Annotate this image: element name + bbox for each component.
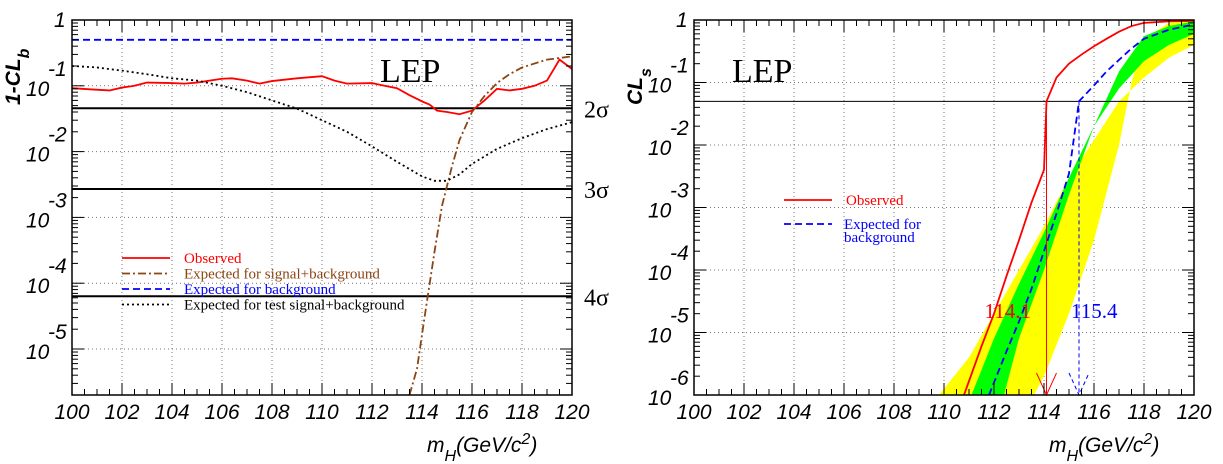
x-tick-label: 104	[154, 401, 189, 424]
y-tick-exponent: -5	[670, 305, 689, 328]
y-tick-label: 10	[26, 209, 50, 232]
y-tick-exponent: -3	[48, 189, 67, 212]
series-line	[963, 19, 1195, 396]
y-tick-label: 10	[648, 325, 672, 348]
x-tick-label: 102	[104, 401, 139, 424]
y-tick-label: 10	[648, 387, 672, 410]
y-tick-label: 10	[26, 144, 50, 167]
x-tick-label: 114	[1027, 401, 1060, 424]
y-tick-label: 10	[648, 75, 672, 98]
sigma-label: 2σ	[584, 97, 609, 123]
x-tick-label: 104	[776, 401, 811, 424]
y-tick-label: 10	[26, 275, 50, 298]
x-tick-label: 106	[204, 401, 239, 424]
sigma-label: 3σ	[584, 178, 609, 204]
y-tick-label: 10	[648, 200, 672, 223]
x-tick-label: 116	[455, 401, 489, 424]
y-tick-exponent: -2	[670, 117, 689, 140]
y-tick-exponent: -2	[48, 124, 67, 147]
y-tick-label: 10	[26, 78, 50, 101]
limit-label: 114.1	[985, 299, 1031, 323]
annotation-label: LEP	[380, 53, 440, 90]
y-tick-label: 10	[648, 137, 672, 160]
x-tick-label: 100	[54, 401, 89, 424]
y-tick-exponent: -4	[48, 255, 67, 278]
x-tick-label: 112	[977, 401, 1011, 424]
y-tick-exponent: -5	[48, 321, 67, 344]
series-line	[71, 58, 573, 116]
x-tick-label: 108	[254, 401, 289, 424]
legend-label: Expected for signal+background	[184, 267, 380, 283]
y-tick-exponent: -6	[670, 367, 689, 390]
y-tick-exponent: -4	[670, 242, 689, 265]
annotation-label: LEP	[732, 53, 792, 90]
series-line	[408, 55, 573, 396]
series-line	[71, 65, 573, 182]
y-tick-exponent: -1	[670, 55, 689, 78]
x-tick-label: 114	[405, 401, 438, 424]
x-tick-label: 110	[305, 401, 339, 424]
x-axis-title: mH(GeV/c2)	[427, 431, 537, 464]
x-tick-label: 116	[1077, 401, 1111, 424]
y-tick-exponent: -3	[670, 180, 689, 203]
x-tick-label: 102	[726, 401, 761, 424]
x-tick-label: 100	[676, 401, 711, 424]
limit-label: 115.4	[1071, 299, 1118, 323]
x-tick-label: 110	[927, 401, 961, 424]
y-tick-label: 10	[648, 262, 672, 285]
y-tick-label: 10	[26, 341, 50, 364]
x-tick-label: 118	[1127, 401, 1161, 424]
x-axis-title: mH(GeV/c2)	[1049, 431, 1159, 464]
x-tick-label: 108	[876, 401, 911, 424]
legend-label: Observed	[846, 193, 904, 209]
y-tick-exponent: -1	[48, 58, 67, 81]
legend-label: background	[844, 230, 915, 246]
legend-label: Expected for background	[184, 282, 336, 298]
sigma-label: 4σ	[584, 285, 609, 311]
legend-label: Expected for	[844, 217, 921, 233]
x-tick-label: 120	[1176, 401, 1211, 424]
legend-label: Observed	[184, 251, 242, 267]
y-tick-label: 1	[676, 9, 688, 32]
legend-label: Expected for test signal+background	[184, 298, 405, 314]
x-tick-label: 112	[355, 401, 389, 424]
x-tick-label: 120	[554, 401, 589, 424]
y-tick-label: 1	[54, 9, 66, 32]
x-tick-label: 106	[826, 401, 861, 424]
band-2sigma	[939, 20, 1194, 395]
x-tick-label: 118	[505, 401, 539, 424]
